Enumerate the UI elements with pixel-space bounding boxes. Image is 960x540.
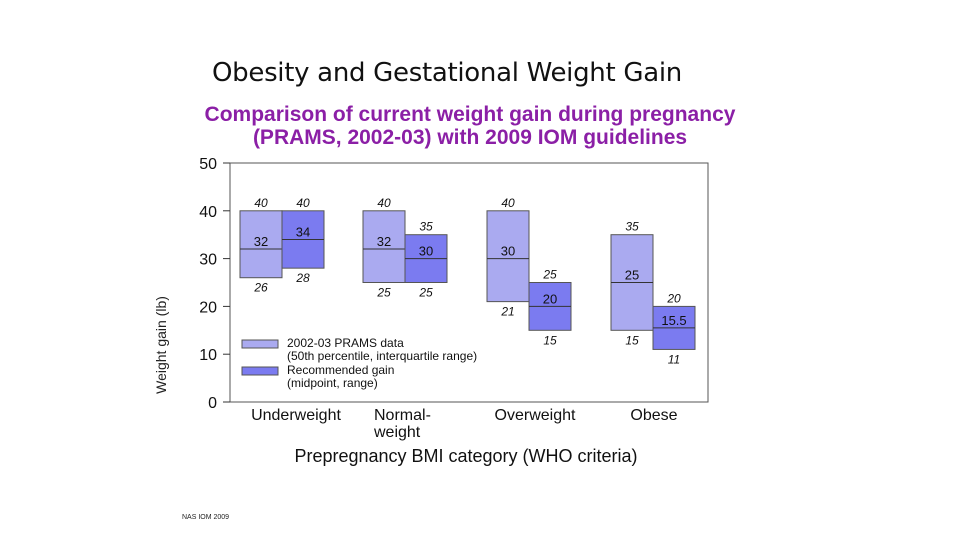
category-label: Underweight: [251, 407, 341, 424]
box-mid-label: 30: [419, 244, 433, 259]
category-label: weight: [373, 424, 421, 441]
plot-frame: [229, 162, 709, 403]
box-prams: [486, 210, 530, 303]
box-prams: [362, 210, 406, 283]
source-note: NAS IOM 2009: [182, 514, 230, 521]
box-high-label: 35: [419, 220, 433, 234]
chart-title-line-1: Comparison of current weight gain during…: [204, 103, 736, 126]
legend-label: Recommended gain: [287, 363, 394, 377]
box-low-label: 25: [376, 286, 391, 300]
x-axis-label: Prepregnancy BMI category (WHO criteria): [294, 446, 637, 466]
box-mid-label: 15.5: [661, 313, 686, 328]
y-tick-label: 0: [208, 395, 217, 412]
y-tick-label: 10: [199, 347, 217, 364]
box-high-label: 20: [666, 291, 681, 305]
category-label: Obese: [630, 407, 677, 424]
legend-label: 2002-03 PRAMS data: [287, 336, 404, 350]
category-label: Overweight: [495, 407, 576, 424]
box-mid-label: 32: [377, 234, 391, 249]
box-high-label: 40: [296, 196, 310, 210]
box-low-label: 26: [253, 281, 268, 295]
box-low-label: 28: [295, 271, 310, 285]
box-low-label: 15: [625, 333, 639, 347]
chart-title: Comparison of current weight gain during…: [150, 103, 790, 149]
box-mid-label: 32: [254, 234, 268, 249]
y-tick-label: 30: [199, 252, 217, 269]
category-label: Normal-: [374, 407, 431, 424]
box-mid-label: 34: [296, 224, 310, 239]
box-mid-label: 30: [501, 244, 515, 259]
y-tick-label: 50: [199, 156, 217, 173]
box-high-label: 40: [377, 196, 391, 210]
legend-label: (50th percentile, interquartile range): [287, 349, 477, 363]
box-high-label: 35: [625, 220, 639, 234]
chart-title-line-2: (PRAMS, 2002-03) with 2009 IOM guideline…: [252, 126, 688, 149]
box-low-label: 11: [668, 352, 680, 366]
y-tick-label: 40: [199, 204, 217, 221]
box-low-label: 15: [543, 333, 557, 347]
box-mid-label: 20: [543, 291, 557, 306]
slide-title: Obesity and Gestational Weight Gain: [212, 58, 682, 88]
box-low-label: 21: [500, 305, 514, 319]
box-mid-label: 25: [625, 268, 639, 283]
legend-swatch: [241, 339, 279, 349]
y-tick-label: 20: [199, 299, 217, 316]
legend-swatch: [241, 366, 279, 376]
box-high-label: 25: [542, 268, 557, 282]
box-high-label: 40: [254, 196, 268, 210]
y-axis-label: Weight gain (lb): [153, 296, 169, 394]
box-high-label: 40: [501, 196, 515, 210]
box-prams: [239, 210, 283, 279]
legend-label: (midpoint, range): [287, 376, 378, 390]
box-low-label: 25: [418, 286, 433, 300]
